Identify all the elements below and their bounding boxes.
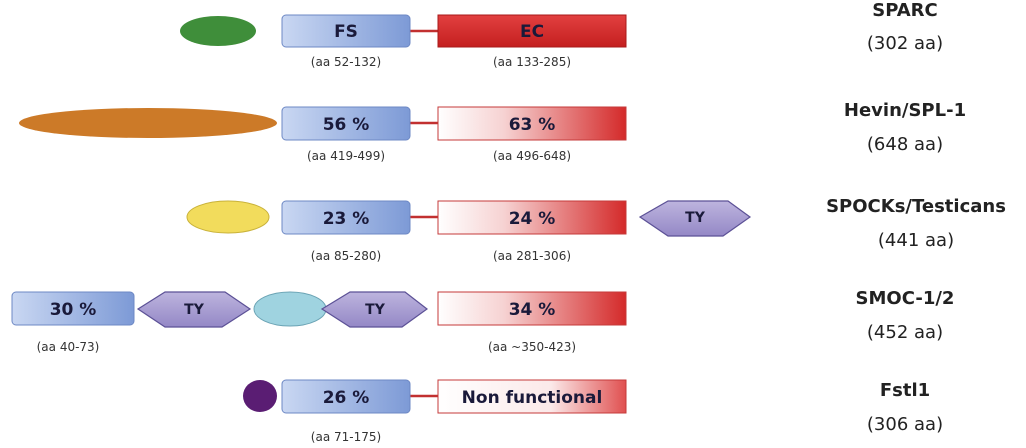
- ty-label: TY: [685, 210, 706, 226]
- protein-name: SMOC-1/2: [856, 288, 955, 309]
- nterm-domain: [253, 291, 327, 327]
- ec-range: (aa 133-285): [493, 55, 571, 69]
- ec-label: Non functional: [462, 388, 603, 408]
- fs-label: 30 %: [50, 300, 97, 320]
- ty-domain: [638, 200, 752, 237]
- ec-domain: [437, 291, 627, 326]
- ec-domain: [437, 14, 627, 48]
- fs-label: FS: [334, 22, 358, 42]
- protein-length: (441 aa): [878, 230, 954, 251]
- fs-range: (aa 52-132): [311, 55, 381, 69]
- ec-domain: [437, 200, 627, 235]
- ty-label-2: TY: [365, 302, 386, 318]
- ty-domain-1: [136, 291, 252, 328]
- fs-domain: [281, 379, 411, 414]
- fs-range: (aa 71-175): [311, 430, 381, 444]
- fs-domain: [281, 14, 411, 48]
- protein-length: (648 aa): [867, 134, 943, 155]
- fs-range: (aa 419-499): [307, 149, 385, 163]
- protein-row-hevin: 56 % 63 % (aa 419-499) (aa 496-648) Hevi…: [19, 100, 966, 163]
- ec-range: (aa 281-306): [493, 249, 571, 263]
- ec-label: 34 %: [509, 300, 556, 320]
- protein-name: SPARC: [872, 0, 938, 21]
- protein-row-fstl1: 26 % Non functional (aa 71-175) Fstl1 (3…: [243, 379, 943, 444]
- ec-label: EC: [520, 22, 544, 42]
- ec-label: 24 %: [509, 209, 556, 229]
- ty-label-1: TY: [184, 302, 205, 318]
- nterm-domain: [243, 380, 277, 412]
- fs-label: 56 %: [323, 115, 370, 135]
- protein-row-smoc: 30 % TY TY 34 % (aa 40-73) (aa ~350-423)…: [11, 288, 955, 354]
- ec-range: (aa ~350-423): [488, 340, 576, 354]
- fs-range: (aa 40-73): [37, 340, 100, 354]
- fs-range: (aa 85-280): [311, 249, 381, 263]
- ty-domain-2: [320, 291, 429, 328]
- nterm-domain: [19, 108, 277, 138]
- ec-domain: [437, 106, 627, 141]
- protein-name: Hevin/SPL-1: [844, 100, 966, 121]
- nterm-domain: [186, 200, 270, 234]
- fs-domain: [281, 106, 411, 141]
- protein-length: (302 aa): [867, 33, 943, 54]
- fs-label: 23 %: [323, 209, 370, 229]
- protein-name: Fstl1: [880, 380, 930, 401]
- protein-name: SPOCKs/Testicans: [826, 196, 1006, 217]
- protein-row-sparc: FS EC (aa 52-132) (aa 133-285) SPARC (30…: [180, 0, 943, 69]
- nterm-domain: [180, 16, 256, 46]
- ec-domain: [437, 379, 627, 414]
- fs-domain: [11, 291, 135, 326]
- fs-label: 26 %: [323, 388, 370, 408]
- protein-row-spocks: 23 % 24 % TY (aa 85-280) (aa 281-306) SP…: [186, 196, 1006, 263]
- fs-domain: [281, 200, 411, 235]
- ec-range: (aa 496-648): [493, 149, 571, 163]
- protein-length: (306 aa): [867, 414, 943, 435]
- ec-label: 63 %: [509, 115, 556, 135]
- protein-length: (452 aa): [867, 322, 943, 343]
